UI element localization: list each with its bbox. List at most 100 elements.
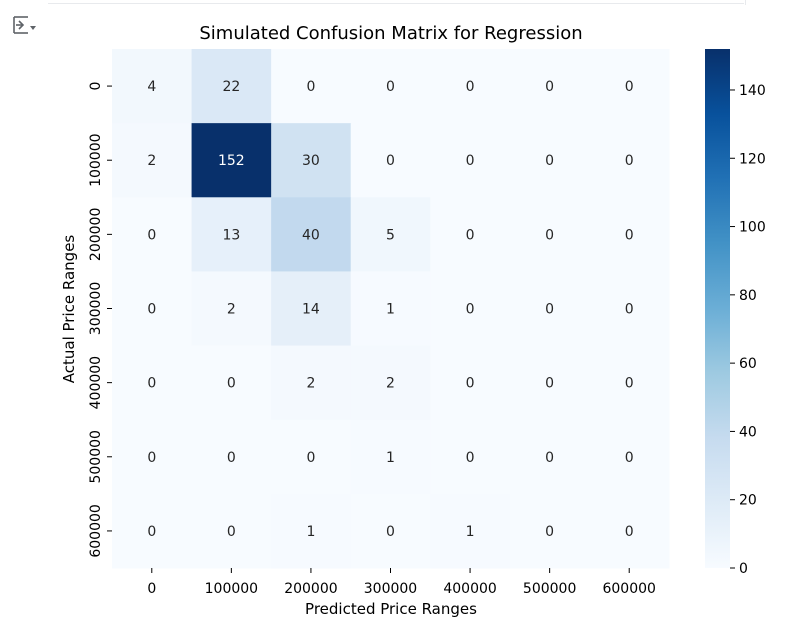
heatmap-cell: [509, 49, 590, 124]
heatmap-cell: [509, 345, 590, 421]
colorbar: [705, 49, 730, 568]
cell-value-label: 0: [227, 450, 236, 466]
y-tick-label: 0: [88, 82, 104, 91]
cell-value-label: 2: [306, 376, 315, 392]
heatmap-cell: [430, 123, 511, 198]
heatmap-cell: [191, 123, 272, 198]
heatmap-cell: [112, 419, 193, 495]
x-tick-label: 100000: [205, 581, 258, 597]
cell-value-label: 1: [466, 524, 475, 540]
colorbar-tick-label: 40: [739, 424, 757, 440]
chart-title: Simulated Confusion Matrix for Regressio…: [199, 23, 582, 44]
colorbar-tick-label: 20: [739, 493, 757, 509]
cell-value-label: 0: [306, 450, 315, 466]
cell-value-label: 0: [625, 153, 634, 169]
heatmap-cell: [191, 49, 272, 124]
cell-value-label: 0: [147, 450, 156, 466]
x-tick-label: 200000: [284, 581, 337, 597]
cell-value-label: 2: [147, 153, 156, 169]
cell-value-label: 0: [147, 227, 156, 243]
colorbar-tick-label: 80: [739, 288, 757, 304]
heatmap-cell: [430, 419, 511, 495]
x-tick-label: 300000: [364, 581, 417, 597]
heatmap-cell: [271, 271, 352, 347]
cell-value-label: 1: [306, 524, 315, 540]
cell-value-label: 2: [227, 302, 236, 318]
y-tick-label: 600000: [88, 504, 104, 557]
cell-value-label: 40: [302, 227, 320, 243]
colorbar-tick-label: 0: [739, 561, 748, 577]
cell-value-label: 30: [302, 153, 320, 169]
heatmap-cell: [350, 49, 431, 124]
x-tick-label: 400000: [443, 581, 496, 597]
cell-value-label: 0: [147, 524, 156, 540]
heatmap-cell: [112, 345, 193, 421]
heatmap-cell: [589, 493, 670, 569]
heatmap-cell: [430, 493, 511, 569]
heatmap-cell-labels: 4 22 0 0 0 0 02 152 30 0 0 0 00 13 40 5 0 0 00 2 14 1 0 0 00 0 2 2 0…: [147, 79, 633, 540]
y-tick-label: 100000: [88, 133, 104, 186]
heatmap-cells: [112, 49, 670, 569]
heatmap-cell: [589, 419, 670, 495]
y-axis-label: Actual Price Ranges: [60, 235, 78, 384]
cell-value-label: 0: [625, 524, 634, 540]
heatmap-cell: [589, 123, 670, 198]
heatmap-cell: [589, 197, 670, 272]
x-tick-label: 600000: [602, 581, 655, 597]
heatmap-cell: [350, 345, 431, 421]
cell-value-label: 14: [302, 302, 320, 318]
heatmap-cell: [271, 419, 352, 495]
heatmap-cell: [350, 419, 431, 495]
y-tick-label: 200000: [88, 208, 104, 261]
heatmap-cell: [271, 345, 352, 421]
heatmap-cell: [589, 345, 670, 421]
cell-value-label: 0: [386, 79, 395, 95]
cell-value-label: 2: [386, 376, 395, 392]
cell-value-label: 0: [545, 524, 554, 540]
cell-value-label: 1: [386, 450, 395, 466]
heatmap-cell: [589, 49, 670, 124]
heatmap-cell: [589, 271, 670, 347]
cell-value-label: 0: [147, 302, 156, 318]
cell-value-label: 0: [386, 153, 395, 169]
heatmap-cell: [509, 271, 590, 347]
heatmap-cell: [271, 49, 352, 124]
heatmap-cell: [430, 49, 511, 124]
cell-value-label: 0: [625, 376, 634, 392]
heatmap-cell: [112, 197, 193, 272]
cell-value-label: 0: [466, 153, 475, 169]
heatmap-cell: [112, 123, 193, 198]
cell-value-label: 0: [466, 376, 475, 392]
heatmap-cell: [271, 493, 352, 569]
heatmap-cell: [430, 271, 511, 347]
heatmap-cell: [350, 493, 431, 569]
x-axis-label: Predicted Price Ranges: [305, 600, 477, 618]
heatmap-cell: [350, 271, 431, 347]
cell-value-label: 0: [625, 79, 634, 95]
heatmap-cell: [191, 493, 272, 569]
cell-value-label: 0: [625, 227, 634, 243]
heatmap-cell: [509, 123, 590, 198]
heatmap-cell: [509, 419, 590, 495]
cell-value-label: 13: [222, 227, 240, 243]
colorbar-tick-label: 100: [739, 220, 766, 236]
cell-value-label: 0: [466, 227, 475, 243]
y-tick-label: 300000: [88, 282, 104, 335]
output-collapse-icon[interactable]: [10, 12, 38, 38]
x-tick-label: 500000: [523, 581, 576, 597]
cell-value-label: 0: [545, 79, 554, 95]
x-axis-ticks: 0 100000 200000 300000 400000 500000 600000: [147, 568, 656, 597]
cell-value-label: 4: [147, 79, 156, 95]
cell-value-label: 152: [218, 153, 245, 169]
y-tick-label: 500000: [88, 430, 104, 483]
colorbar-ticks: 0 20 40 60 80 100 120 140: [730, 83, 766, 577]
heatmap-cell: [430, 345, 511, 421]
cell-value-label: 0: [466, 302, 475, 318]
cell-value-label: 0: [545, 153, 554, 169]
heatmap-cell: [112, 271, 193, 347]
heatmap-cell: [350, 123, 431, 198]
colorbar-tick-label: 60: [739, 356, 757, 372]
heatmap-cell: [509, 493, 590, 569]
cell-value-label: 0: [306, 79, 315, 95]
